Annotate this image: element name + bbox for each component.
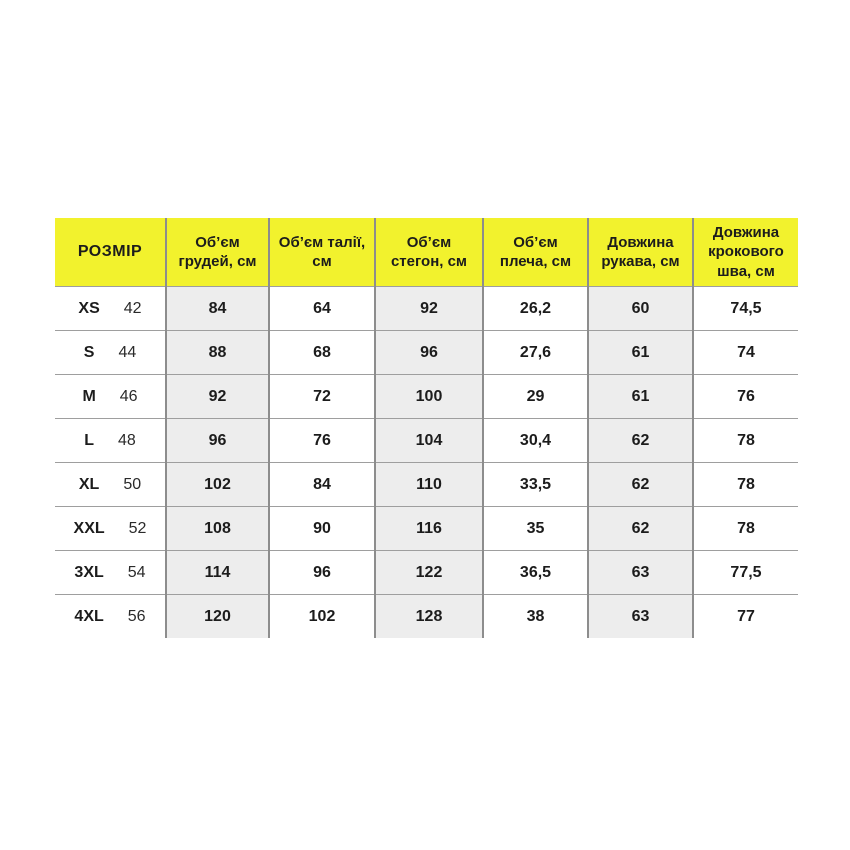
col-header-waist: Об’єм талії, см xyxy=(268,218,375,287)
value-cell: 63 xyxy=(587,594,693,638)
value-cell: 30,4 xyxy=(482,418,588,463)
value-cell: 116 xyxy=(374,506,483,551)
size-number: 50 xyxy=(123,475,142,493)
value-cell: 92 xyxy=(374,286,483,331)
value-cell: 96 xyxy=(374,330,483,375)
value-cell: 78 xyxy=(692,418,798,463)
size-cell: XXL 52 xyxy=(55,506,166,551)
size-label: M xyxy=(82,387,96,405)
value-cell: 35 xyxy=(482,506,588,551)
value-cell: 96 xyxy=(165,418,269,463)
size-label: 4XL xyxy=(74,607,104,625)
size-number: 54 xyxy=(127,563,146,581)
value-cell: 84 xyxy=(268,462,375,507)
table-row: XXL 52 108 90 116 35 62 78 xyxy=(55,506,798,551)
value-cell: 61 xyxy=(587,374,693,419)
value-cell: 114 xyxy=(165,550,269,595)
value-cell: 60 xyxy=(587,286,693,331)
size-label: XXL xyxy=(73,519,105,537)
value-cell: 92 xyxy=(165,374,269,419)
size-label: XL xyxy=(78,475,100,493)
value-cell: 29 xyxy=(482,374,588,419)
value-cell: 102 xyxy=(268,594,375,638)
size-chart-table: РОЗМІР Об’єм грудей, см Об’єм талії, см … xyxy=(55,218,798,638)
value-cell: 74 xyxy=(692,330,798,375)
value-cell: 36,5 xyxy=(482,550,588,595)
value-cell: 64 xyxy=(268,286,375,331)
value-cell: 120 xyxy=(165,594,269,638)
value-cell: 33,5 xyxy=(482,462,588,507)
col-header-shoulder: Об’єм плеча, см xyxy=(482,218,588,287)
table-row: XL 50 102 84 110 33,5 62 78 xyxy=(55,462,798,507)
size-label: S xyxy=(83,343,95,361)
value-cell: 63 xyxy=(587,550,693,595)
table-row: 3XL 54 114 96 122 36,5 63 77,5 xyxy=(55,550,798,595)
value-cell: 102 xyxy=(165,462,269,507)
value-cell: 62 xyxy=(587,418,693,463)
table-row: XS 42 84 64 92 26,2 60 74,5 xyxy=(55,286,798,331)
value-cell: 78 xyxy=(692,506,798,551)
size-number: 56 xyxy=(127,607,146,625)
value-cell: 78 xyxy=(692,462,798,507)
size-cell: 4XL 56 xyxy=(55,594,166,638)
size-label: L xyxy=(84,431,94,449)
table-row: S 44 88 68 96 27,6 61 74 xyxy=(55,330,798,375)
table-row: 4XL 56 120 102 128 38 63 77 xyxy=(55,594,798,638)
table-header: РОЗМІР Об’єм грудей, см Об’єм талії, см … xyxy=(55,218,798,287)
size-number: 48 xyxy=(117,431,136,449)
size-cell: XS 42 xyxy=(55,286,166,331)
col-header-inseam: Довжина крокового шва, см xyxy=(692,218,798,287)
col-header-size: РОЗМІР xyxy=(55,218,166,287)
col-header-chest: Об’єм грудей, см xyxy=(165,218,269,287)
table-body: XS 42 84 64 92 26,2 60 74,5 S 44 xyxy=(55,286,798,638)
size-cell: 3XL 54 xyxy=(55,550,166,595)
value-cell: 77,5 xyxy=(692,550,798,595)
table-row: M 46 92 72 100 29 61 76 xyxy=(55,374,798,419)
value-cell: 100 xyxy=(374,374,483,419)
value-cell: 68 xyxy=(268,330,375,375)
value-cell: 96 xyxy=(268,550,375,595)
col-header-hips: Об’єм стегон, см xyxy=(374,218,483,287)
size-chart-container: РОЗМІР Об’єм грудей, см Об’єм талії, см … xyxy=(55,218,798,638)
value-cell: 104 xyxy=(374,418,483,463)
size-label: 3XL xyxy=(74,563,104,581)
size-label: XS xyxy=(78,299,100,317)
value-cell: 84 xyxy=(165,286,269,331)
size-number: 44 xyxy=(118,343,137,361)
value-cell: 108 xyxy=(165,506,269,551)
value-cell: 77 xyxy=(692,594,798,638)
header-row: РОЗМІР Об’єм грудей, см Об’єм талії, см … xyxy=(55,218,798,287)
value-cell: 61 xyxy=(587,330,693,375)
table-row: L 48 96 76 104 30,4 62 78 xyxy=(55,418,798,463)
size-cell: XL 50 xyxy=(55,462,166,507)
value-cell: 128 xyxy=(374,594,483,638)
value-cell: 72 xyxy=(268,374,375,419)
size-cell: M 46 xyxy=(55,374,166,419)
value-cell: 26,2 xyxy=(482,286,588,331)
value-cell: 27,6 xyxy=(482,330,588,375)
size-number: 42 xyxy=(123,299,142,317)
value-cell: 110 xyxy=(374,462,483,507)
size-number: 52 xyxy=(128,519,147,537)
value-cell: 76 xyxy=(692,374,798,419)
value-cell: 90 xyxy=(268,506,375,551)
value-cell: 62 xyxy=(587,506,693,551)
value-cell: 74,5 xyxy=(692,286,798,331)
size-number: 46 xyxy=(119,387,138,405)
value-cell: 38 xyxy=(482,594,588,638)
col-header-sleeve: Довжина рукава, см xyxy=(587,218,693,287)
value-cell: 88 xyxy=(165,330,269,375)
value-cell: 62 xyxy=(587,462,693,507)
size-cell: L 48 xyxy=(55,418,166,463)
value-cell: 122 xyxy=(374,550,483,595)
value-cell: 76 xyxy=(268,418,375,463)
size-cell: S 44 xyxy=(55,330,166,375)
